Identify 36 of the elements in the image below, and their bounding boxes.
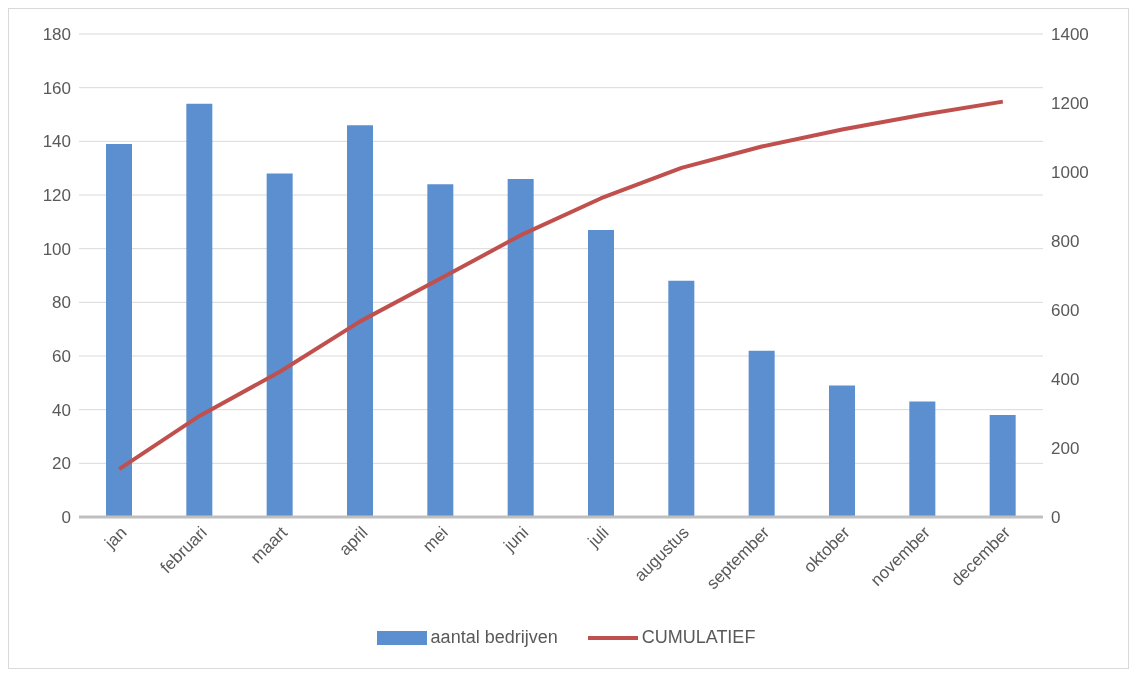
bar [347, 125, 373, 517]
y-tick-label: 60 [52, 347, 71, 367]
line-series [117, 99, 1005, 472]
y-tick-label: 100 [42, 239, 71, 259]
y2-tick-label: 800 [1051, 232, 1080, 252]
x-tick-label: juli [583, 522, 613, 552]
y-tick-label: 140 [42, 132, 71, 152]
bar [266, 173, 293, 517]
y2-tick-label: 0 [1051, 508, 1061, 528]
bar [748, 350, 775, 517]
x-tick-label: mei [419, 522, 452, 556]
y-tick-label: 180 [42, 25, 71, 45]
bar [829, 385, 855, 517]
bar [989, 415, 1016, 517]
y2-tick-label: 200 [1051, 439, 1080, 459]
y-tick-label: 0 [61, 508, 71, 528]
legend-label: aantal bedrijven [430, 627, 558, 648]
y2-tick-label: 400 [1051, 370, 1080, 390]
y-tick-label: 20 [52, 454, 71, 474]
y2-tick-label: 600 [1051, 301, 1080, 321]
y2-tick-label: 1200 [1051, 94, 1089, 114]
y2-tick-label: 1400 [1051, 25, 1089, 45]
x-tick-label: jan [100, 522, 131, 554]
legend-label: CUMULATIEF [641, 627, 756, 648]
y2-tick-label: 1000 [1051, 163, 1089, 183]
bar [909, 401, 936, 517]
bar [507, 178, 534, 517]
y-tick-label: 120 [42, 186, 71, 206]
bar [427, 184, 454, 517]
y-tick-label: 80 [52, 293, 71, 313]
y-tick-label: 40 [52, 400, 71, 420]
y-tick-label: 160 [42, 78, 71, 98]
bar [588, 229, 614, 517]
bar [186, 103, 213, 517]
bar [106, 144, 132, 517]
bar [668, 280, 695, 517]
